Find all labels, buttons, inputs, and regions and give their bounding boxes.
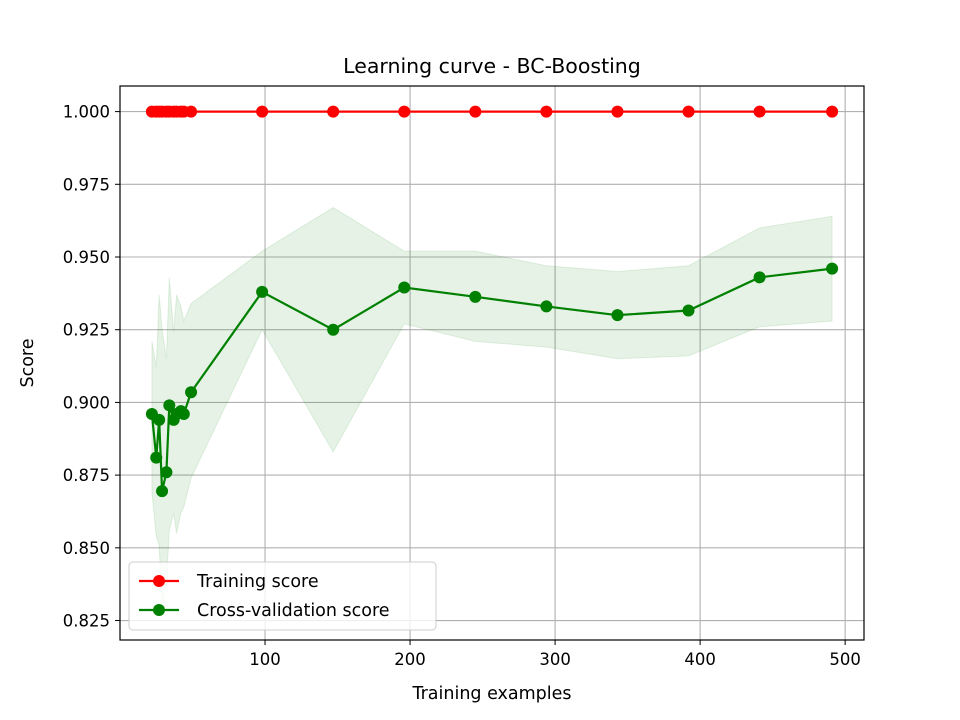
- confidence-bands: [151, 206, 833, 608]
- training-score-point: [540, 105, 553, 118]
- cross-validation-score-point: [185, 386, 198, 399]
- legend-box: [128, 561, 437, 631]
- x-tick-label: 300: [539, 650, 571, 669]
- cross-validation-score-point: [826, 262, 839, 275]
- legend-cross-validation-score-marker: [153, 604, 165, 616]
- cross-validation-score-point: [682, 304, 695, 317]
- y-tick-label: 0.925: [63, 321, 110, 340]
- training-score-point: [753, 105, 766, 118]
- cross-validation-score-point: [163, 399, 176, 412]
- x-axis-ticks: 100 200 300 400 500: [249, 640, 861, 669]
- grid-lines: [120, 86, 864, 640]
- cv-score-band: [151, 206, 833, 608]
- cross-validation-score-point: [156, 485, 169, 498]
- y-axis-ticks: 0.825 0.850 0.875 0.900 0.925 0.950 0.975 1.000: [63, 103, 120, 631]
- training-score-point: [327, 105, 340, 118]
- cross-validation-score-point: [327, 323, 340, 336]
- training-score-point: [185, 105, 198, 118]
- y-axis-title: Score: [18, 338, 38, 387]
- cross-validation-score-point: [256, 285, 269, 298]
- cross-validation-score-point: [469, 290, 482, 303]
- plot-frame: [119, 85, 865, 641]
- y-tick-label: 0.875: [63, 466, 110, 485]
- training-score-point: [611, 105, 624, 118]
- cross-validation-score-point: [160, 466, 173, 479]
- legend-training-score-label: Training score: [196, 572, 319, 592]
- chart-title: Learning curve - BC-Boosting: [343, 54, 641, 78]
- cross-validation-score-point: [150, 451, 163, 464]
- y-tick-label: 1.000: [63, 103, 110, 122]
- legend-training-score-marker: [153, 575, 165, 587]
- x-tick-label: 400: [684, 650, 716, 669]
- cross-validation-score-point: [398, 281, 411, 294]
- training-score-point: [469, 105, 482, 118]
- y-tick-label: 0.900: [63, 393, 110, 412]
- x-tick-label: 100: [249, 650, 281, 669]
- y-tick-label: 0.950: [63, 248, 110, 267]
- legend: Training score Cross-validation score: [128, 561, 437, 631]
- x-tick-label: 200: [394, 650, 426, 669]
- x-tick-label: 500: [829, 650, 861, 669]
- x-axis-title: Training examples: [411, 684, 571, 704]
- training-score-point: [682, 105, 695, 118]
- training-score-point: [398, 105, 411, 118]
- y-tick-label: 0.825: [63, 612, 110, 631]
- legend-cross-validation-score-label: Cross-validation score: [197, 601, 390, 621]
- cross-validation-score-point: [540, 300, 553, 313]
- cross-validation-score-point: [611, 309, 624, 322]
- data-series: [145, 105, 839, 498]
- y-tick-label: 0.850: [63, 539, 110, 558]
- y-tick-label: 0.975: [63, 175, 110, 194]
- cross-validation-score-point: [177, 408, 190, 421]
- training-score-point: [826, 105, 839, 118]
- cross-validation-score-point: [753, 271, 766, 284]
- cross-validation-score-point: [153, 413, 166, 426]
- training-score-point: [256, 105, 269, 118]
